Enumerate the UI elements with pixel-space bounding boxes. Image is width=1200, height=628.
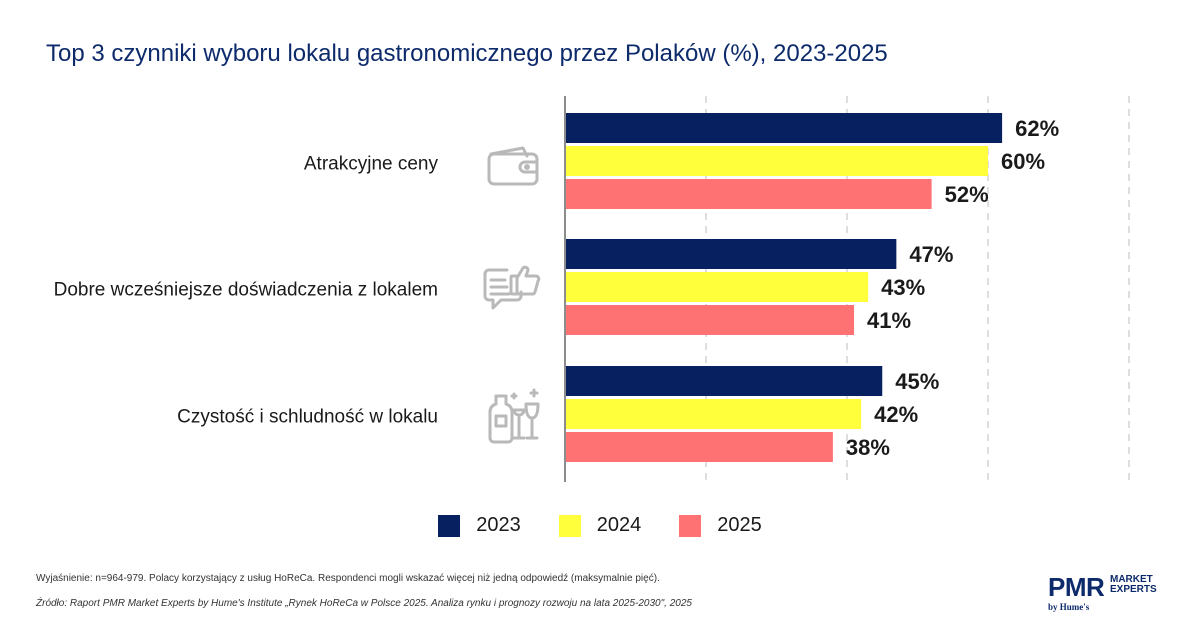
legend-item-2025: 2025 bbox=[679, 514, 762, 537]
legend-swatch-2025 bbox=[679, 514, 702, 537]
logo-line1: MARKET bbox=[1110, 574, 1153, 585]
data-label: 41% bbox=[867, 308, 911, 333]
legend-item-2023: 2023 bbox=[438, 514, 521, 537]
data-label: 60% bbox=[1001, 149, 1045, 174]
logo-tagline: by Hume's bbox=[1048, 602, 1090, 612]
bar-2025 bbox=[565, 305, 855, 335]
legend-label-2025: 2025 bbox=[717, 514, 762, 536]
bar-2023 bbox=[565, 113, 1003, 143]
logo-brand: PMR bbox=[1048, 572, 1105, 602]
bar-chart: 62% 60% 52% 47% 43% 41% 45% 42% 38% Atrakcyjne c… bbox=[54, 96, 1130, 482]
bar-2024 bbox=[565, 272, 869, 302]
bar-2023 bbox=[565, 366, 883, 396]
legend-label-2023: 2023 bbox=[476, 514, 521, 536]
bar-2024 bbox=[565, 399, 862, 429]
data-label: 43% bbox=[881, 275, 925, 300]
bar-2025 bbox=[565, 432, 833, 462]
data-label: 62% bbox=[1015, 116, 1059, 141]
data-label: 38% bbox=[846, 435, 890, 460]
legend-item-2024: 2024 bbox=[558, 514, 642, 537]
thumbs-up-icon bbox=[483, 265, 541, 310]
logo-market-experts: MARKET EXPERTS bbox=[1110, 575, 1180, 595]
pmr-logo: PMR MARKET EXPERTS by Hume's bbox=[1048, 572, 1168, 616]
data-label: 47% bbox=[909, 242, 953, 267]
category-label: Dobre wcześniejsze doświadczenia z lokal… bbox=[54, 280, 438, 301]
explanation-note: Wyjaśnienie: n=964-979. Polacy korzystaj… bbox=[36, 573, 660, 584]
chart-title: Top 3 czynniki wyboru lokalu gastronomic… bbox=[46, 40, 888, 67]
data-label: 52% bbox=[945, 182, 989, 207]
bar-2023 bbox=[565, 239, 897, 269]
logo-line2: EXPERTS bbox=[1110, 584, 1157, 595]
legend-label-2024: 2024 bbox=[596, 514, 642, 536]
legend-swatch-2023 bbox=[438, 514, 461, 537]
bar-2025 bbox=[565, 179, 932, 209]
data-label: 42% bbox=[874, 402, 918, 427]
category-label: Czystość i schludność w lokalu bbox=[177, 407, 438, 428]
data-label: 45% bbox=[895, 369, 939, 394]
bar-2024 bbox=[565, 146, 988, 176]
source-note: Źródło: Raport PMR Market Experts by Hum… bbox=[36, 598, 692, 609]
legend: 2023 2024 2025 bbox=[0, 514, 1200, 537]
wallet-icon bbox=[487, 146, 539, 186]
category-label: Atrakcyjne ceny bbox=[304, 154, 439, 175]
legend-swatch-2024 bbox=[558, 514, 581, 537]
cleaning-icon bbox=[488, 388, 540, 444]
